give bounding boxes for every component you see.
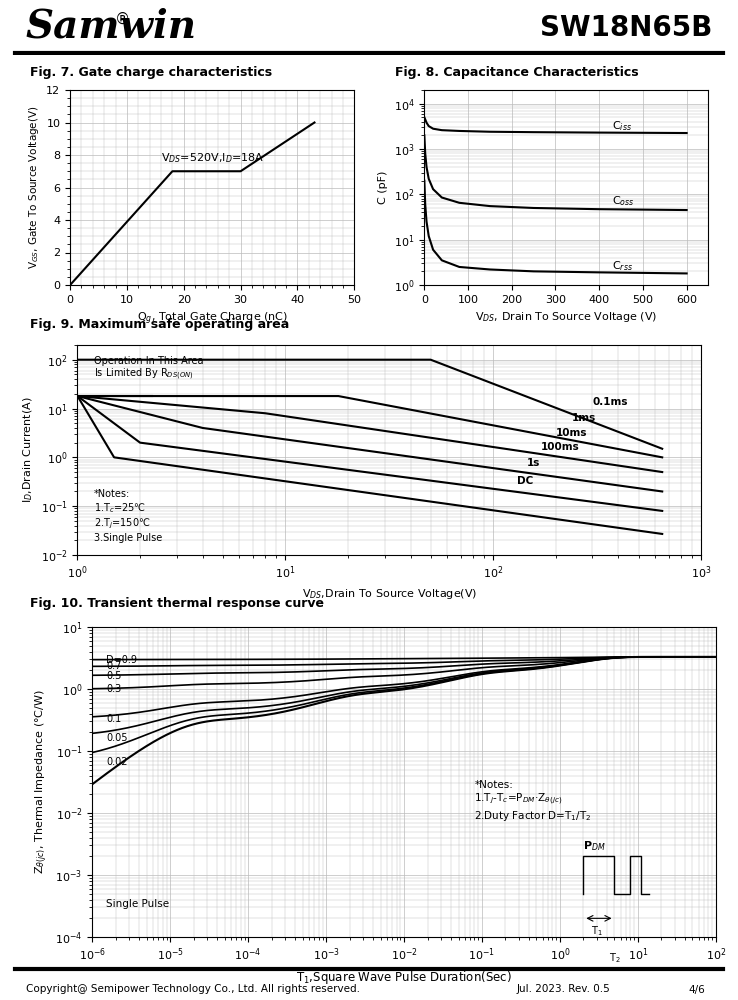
Y-axis label: Z$_{\theta(jc)}$, Thermal Impedance (°C/W): Z$_{\theta(jc)}$, Thermal Impedance (°C/… <box>33 690 49 874</box>
Text: V$_{DS}$=520V,I$_D$=18A: V$_{DS}$=520V,I$_D$=18A <box>161 152 264 165</box>
Text: Fig. 9. Maximum safe operating area: Fig. 9. Maximum safe operating area <box>30 318 289 331</box>
Text: Samwin: Samwin <box>254 412 571 483</box>
Text: P$_{DM}$: P$_{DM}$ <box>584 839 606 853</box>
X-axis label: V$_{DS}$, Drain To Source Voltage (V): V$_{DS}$, Drain To Source Voltage (V) <box>475 310 658 324</box>
Text: Is Limited By R$_{DS(ON)}$: Is Limited By R$_{DS(ON)}$ <box>94 367 193 382</box>
Text: Samwin: Samwin <box>26 7 197 45</box>
Text: SW18N65B: SW18N65B <box>539 13 712 41</box>
Text: 100ms: 100ms <box>541 442 580 452</box>
Text: 0.1: 0.1 <box>106 714 121 724</box>
Text: 10ms: 10ms <box>556 428 587 438</box>
Text: T$_1$: T$_1$ <box>591 924 603 938</box>
X-axis label: T$_1$,Square Wave Pulse Duration(Sec): T$_1$,Square Wave Pulse Duration(Sec) <box>296 969 512 986</box>
Text: 4/6: 4/6 <box>688 984 705 994</box>
Text: Single Pulse: Single Pulse <box>106 899 169 909</box>
Text: Fig. 7. Gate charge characteristics: Fig. 7. Gate charge characteristics <box>30 66 272 79</box>
Text: 0.1ms: 0.1ms <box>593 397 628 407</box>
Y-axis label: I$_D$,Drain Current(A): I$_D$,Drain Current(A) <box>21 397 35 503</box>
Text: 0.05: 0.05 <box>106 733 128 743</box>
Text: *Notes:
1.T$_j$-T$_c$=P$_{DM}$·Z$_{\theta(jc)}$
2.Duty Factor D=T$_1$/T$_2$: *Notes: 1.T$_j$-T$_c$=P$_{DM}$·Z$_{\thet… <box>475 780 592 823</box>
Y-axis label: C (pF): C (pF) <box>379 171 388 204</box>
Text: 0.7: 0.7 <box>106 661 121 671</box>
Text: Copyright@ Semipower Technology Co., Ltd. All rights reserved.: Copyright@ Semipower Technology Co., Ltd… <box>26 984 360 994</box>
Text: Fig. 8. Capacitance Characteristics: Fig. 8. Capacitance Characteristics <box>395 66 638 79</box>
Y-axis label: V$_{GS}$, Gate To Source Voltage(V): V$_{GS}$, Gate To Source Voltage(V) <box>27 106 41 269</box>
Text: Fig. 10. Transient thermal response curve: Fig. 10. Transient thermal response curv… <box>30 597 323 610</box>
Text: Jul. 2023. Rev. 0.5: Jul. 2023. Rev. 0.5 <box>517 984 610 994</box>
Text: C$_{rss}$: C$_{rss}$ <box>613 259 633 273</box>
Text: Operation In This Area: Operation In This Area <box>94 356 204 366</box>
X-axis label: V$_{DS}$,Drain To Source Voltage(V): V$_{DS}$,Drain To Source Voltage(V) <box>302 587 477 601</box>
Text: ®: ® <box>114 12 130 27</box>
Text: DC: DC <box>517 476 533 486</box>
Text: 0.5: 0.5 <box>106 671 121 681</box>
X-axis label: Q$_g$, Total Gate Charge (nC): Q$_g$, Total Gate Charge (nC) <box>137 310 288 327</box>
Text: C$_{oss}$: C$_{oss}$ <box>613 194 635 208</box>
Text: C$_{iss}$: C$_{iss}$ <box>613 119 632 133</box>
Text: 0.3: 0.3 <box>106 684 121 694</box>
Text: T$_2$: T$_2$ <box>609 952 620 965</box>
Text: 1s: 1s <box>527 458 540 468</box>
Text: ®: ® <box>413 455 435 475</box>
Text: 1ms: 1ms <box>572 413 596 423</box>
Text: *Notes:
1.T$_c$=25℃
2.T$_j$=150℃
3.Single Pulse: *Notes: 1.T$_c$=25℃ 2.T$_j$=150℃ 3.Singl… <box>94 489 162 543</box>
Text: 0.02: 0.02 <box>106 757 128 767</box>
Text: D=0.9: D=0.9 <box>106 655 137 665</box>
